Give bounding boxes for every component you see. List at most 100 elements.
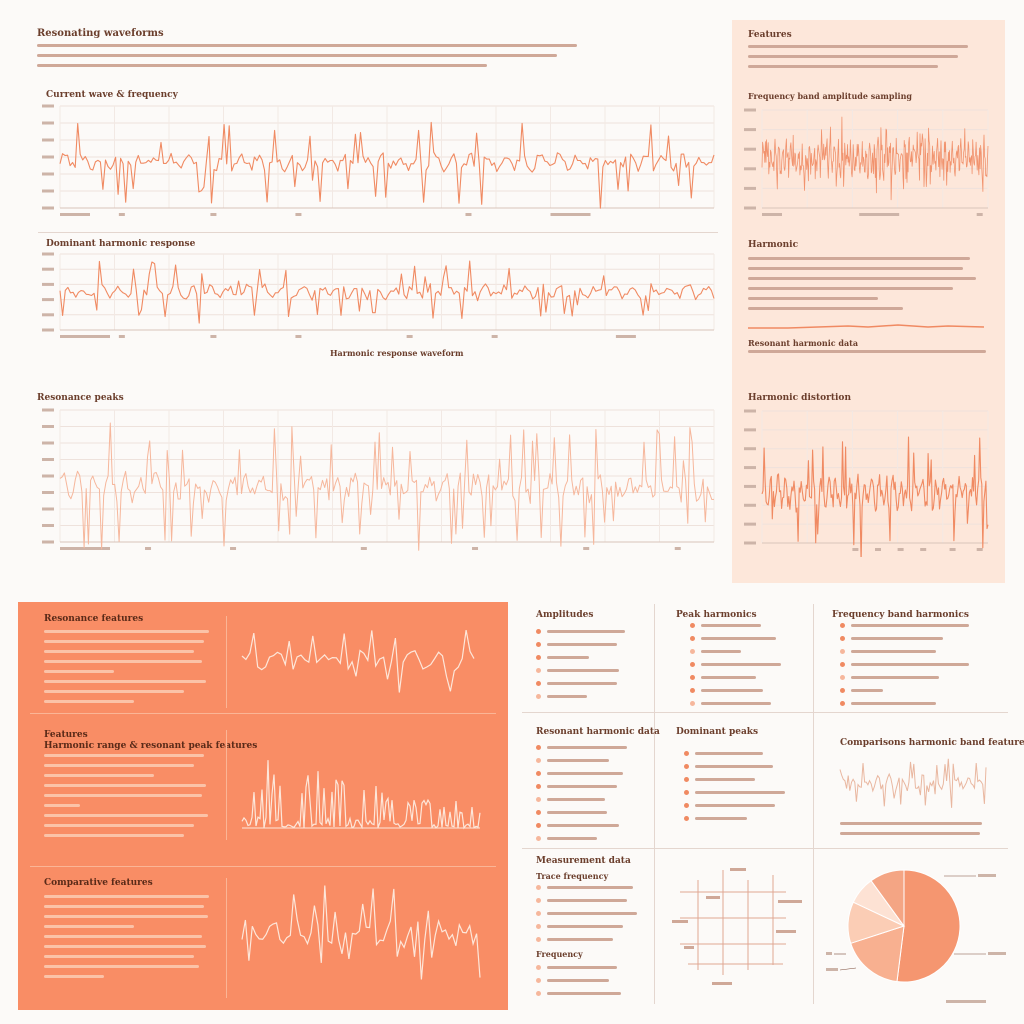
harmonic-trace bbox=[748, 324, 984, 329]
y-tick-label bbox=[744, 206, 756, 210]
divider bbox=[813, 604, 814, 1004]
y-tick-label bbox=[744, 108, 756, 112]
x-tick-label bbox=[852, 548, 859, 551]
y-tick-label bbox=[744, 484, 756, 488]
list-5 bbox=[684, 748, 785, 826]
chart-g-title: Comparisons harmonic band features bbox=[840, 738, 1024, 748]
x-tick-label bbox=[674, 547, 681, 550]
list-2 bbox=[690, 620, 781, 711]
x-tick-label bbox=[210, 213, 217, 216]
slice-label bbox=[826, 952, 832, 955]
y-tick-label bbox=[42, 252, 54, 256]
series-line bbox=[241, 885, 481, 980]
y-tick-label bbox=[42, 206, 54, 210]
x-tick-label bbox=[406, 335, 413, 338]
series-line bbox=[241, 629, 475, 693]
x-tick-label bbox=[875, 548, 881, 551]
series-line bbox=[761, 116, 989, 201]
orange-chart-1 bbox=[241, 629, 475, 693]
grid-diagram bbox=[672, 868, 802, 985]
chart-c bbox=[42, 408, 715, 551]
series-line bbox=[761, 436, 989, 557]
y-tick-label bbox=[42, 172, 54, 176]
list-5-title: Dominant peaks bbox=[676, 727, 759, 737]
sidebar-title: Features bbox=[748, 30, 792, 40]
x-tick-label bbox=[976, 548, 983, 551]
x-tick-label bbox=[897, 548, 904, 551]
series-line bbox=[59, 422, 715, 551]
y-tick-label bbox=[744, 522, 756, 526]
list-3-title: Frequency band harmonics bbox=[832, 610, 969, 620]
x-tick-label bbox=[295, 213, 302, 216]
y-tick-label bbox=[42, 155, 54, 159]
list-6-subtitle: Trace frequency bbox=[536, 871, 609, 881]
y-tick-label bbox=[42, 491, 54, 494]
y-tick-label bbox=[744, 428, 756, 432]
chart-b-caption: Harmonic response waveform bbox=[330, 348, 464, 358]
harmonic-subhead: Resonant harmonic data bbox=[748, 338, 859, 348]
divider bbox=[522, 848, 1008, 849]
list-1 bbox=[536, 626, 625, 704]
x-tick-label bbox=[583, 547, 590, 550]
chart-g-caption bbox=[840, 822, 982, 842]
y-tick-label bbox=[42, 458, 54, 461]
divider bbox=[654, 604, 655, 1004]
orange-2-title: Features bbox=[44, 730, 88, 740]
page-title: Resonating waveforms bbox=[37, 28, 164, 39]
x-tick-label bbox=[230, 547, 237, 550]
x-tick-label bbox=[859, 213, 900, 216]
x-tick-label bbox=[360, 547, 367, 550]
divider bbox=[30, 866, 496, 867]
chart-f bbox=[744, 409, 989, 557]
divider bbox=[226, 730, 227, 840]
y-tick-label bbox=[42, 540, 54, 544]
y-tick-label bbox=[42, 425, 54, 428]
chart-b-title: Dominant harmonic response bbox=[46, 239, 196, 249]
y-tick-label bbox=[744, 541, 756, 545]
harmonic-text bbox=[748, 257, 976, 317]
x-tick-label bbox=[472, 547, 479, 550]
series-line bbox=[241, 760, 481, 830]
y-tick-label bbox=[42, 474, 54, 478]
list-1-title: Amplitudes bbox=[536, 610, 594, 620]
y-tick-label bbox=[42, 138, 54, 142]
pie-slice bbox=[870, 869, 905, 928]
list-6-title: Measurement data bbox=[536, 856, 631, 866]
pie-slice bbox=[896, 869, 961, 983]
y-tick-label bbox=[42, 507, 54, 511]
y-tick-label bbox=[744, 466, 756, 470]
x-tick-label bbox=[60, 547, 110, 550]
y-tick-label bbox=[42, 524, 54, 527]
y-tick-label bbox=[744, 503, 756, 507]
chart-a-title: Current wave & frequency bbox=[46, 90, 178, 100]
chart-b bbox=[42, 252, 715, 338]
divider bbox=[226, 878, 227, 998]
pie-caption bbox=[946, 1000, 986, 1003]
y-tick-label bbox=[42, 441, 54, 445]
pie-chart bbox=[826, 869, 1006, 1003]
grid bbox=[59, 253, 715, 331]
orange-1-text bbox=[44, 630, 209, 710]
y-tick-label bbox=[744, 167, 756, 171]
x-tick-label bbox=[762, 213, 782, 216]
divider bbox=[30, 713, 496, 714]
list-4-title: Resonant harmonic data bbox=[536, 727, 660, 737]
y-tick-label bbox=[744, 147, 756, 151]
x-tick-label bbox=[491, 335, 498, 338]
list-2-title: Peak harmonics bbox=[676, 610, 757, 620]
y-tick-label bbox=[42, 189, 54, 193]
divider bbox=[522, 712, 1008, 713]
x-tick-label bbox=[615, 335, 636, 338]
sidebar-text bbox=[748, 45, 968, 75]
y-tick-label bbox=[42, 298, 54, 302]
chart-e-title: Harmonic bbox=[748, 240, 799, 250]
list-7 bbox=[536, 962, 621, 1001]
y-tick-label bbox=[42, 313, 54, 317]
orange-3-text bbox=[44, 895, 209, 985]
slice-label bbox=[826, 968, 838, 971]
pie-slice bbox=[850, 925, 905, 983]
orange-1-title: Resonance features bbox=[44, 614, 144, 624]
x-tick-label bbox=[550, 213, 591, 216]
series-line bbox=[839, 758, 987, 808]
intro-text bbox=[37, 44, 577, 74]
